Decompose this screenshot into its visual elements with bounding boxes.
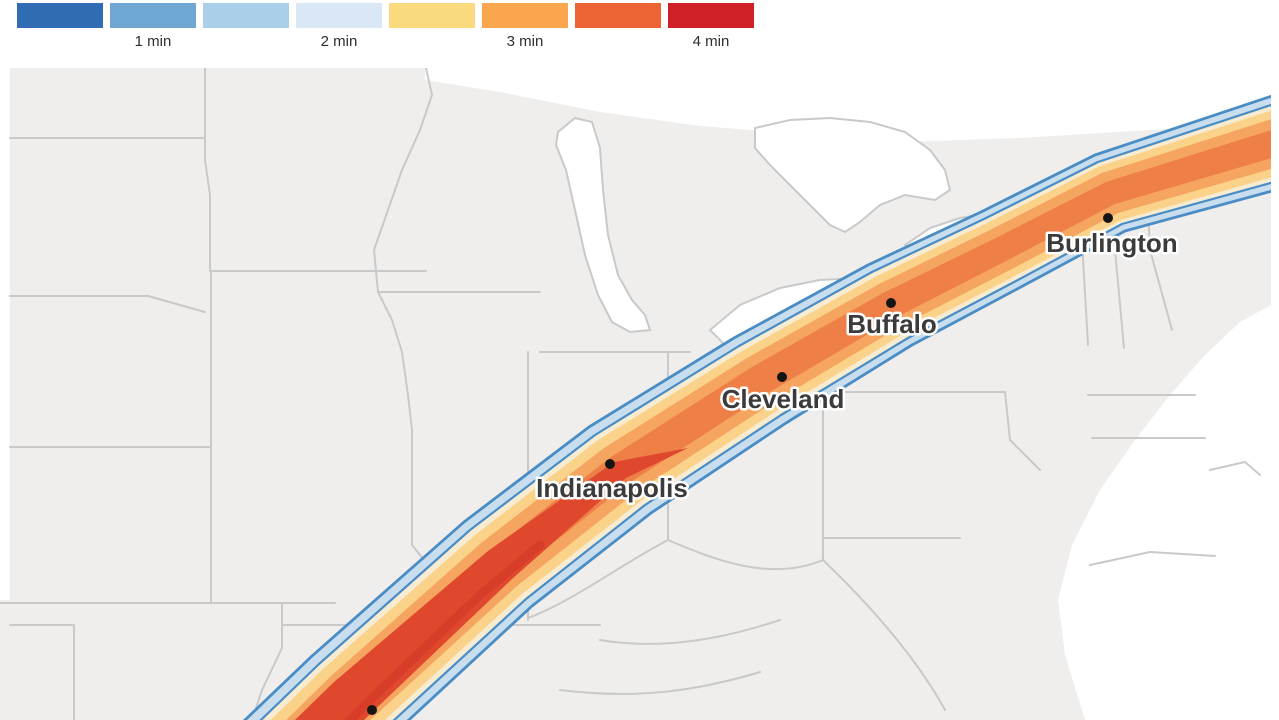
legend-swatch-5: [482, 3, 568, 28]
city-label-burlington: Burlington: [1046, 228, 1177, 258]
state-borders: [0, 68, 1261, 720]
legend-swatch-0: [17, 3, 103, 28]
legend-label: 4 min: [692, 33, 730, 50]
city-dot-buffalo: [886, 298, 896, 308]
city-label-buffalo: Buffalo: [847, 309, 937, 339]
city-label-cleveland: Cleveland: [722, 384, 845, 414]
legend-swatch-3: [296, 3, 382, 28]
atlantic-ocean: [1058, 305, 1271, 720]
legend-label: 2 min: [320, 33, 358, 50]
totality-band: [242, 94, 1271, 720]
city-label-indianapolis: Indianapolis: [536, 473, 688, 503]
legend-swatch-4: [389, 3, 475, 28]
lake-huron: [754, 116, 952, 234]
city-dot-indianapolis: [605, 459, 615, 469]
legend-label: 1 min: [134, 33, 172, 50]
eclipse-path-map: Indianapolis Cleveland Buffalo Burlingto…: [0, 68, 1271, 720]
band-edge-bottom-inner: [392, 181, 1271, 720]
city-labels: Indianapolis Cleveland Buffalo Burlingto…: [534, 226, 1181, 506]
band-edge-bottom-outer: [406, 189, 1271, 720]
duration-scale-labels: 1 min 2 min 3 min 4 min: [0, 33, 780, 53]
city-dot-burlington: [1103, 213, 1113, 223]
legend-swatch-1: [110, 3, 196, 28]
duration-color-scale: [17, 3, 754, 28]
lake-michigan: [554, 116, 652, 334]
legend-swatch-2: [203, 3, 289, 28]
band-red-streak: [343, 540, 545, 720]
legend-swatch-6: [575, 3, 661, 28]
legend-swatch-7: [668, 3, 754, 28]
city-markers: [367, 213, 1113, 715]
band-edge-top-outer: [242, 94, 1271, 720]
band-edge-top-inner: [259, 103, 1271, 720]
canada-region: [425, 68, 1271, 142]
city-dot-cleveland: [777, 372, 787, 382]
city-dot-unlabeled: [367, 705, 377, 715]
legend-label: 3 min: [506, 33, 544, 50]
band-zone-orange: [286, 119, 1271, 720]
